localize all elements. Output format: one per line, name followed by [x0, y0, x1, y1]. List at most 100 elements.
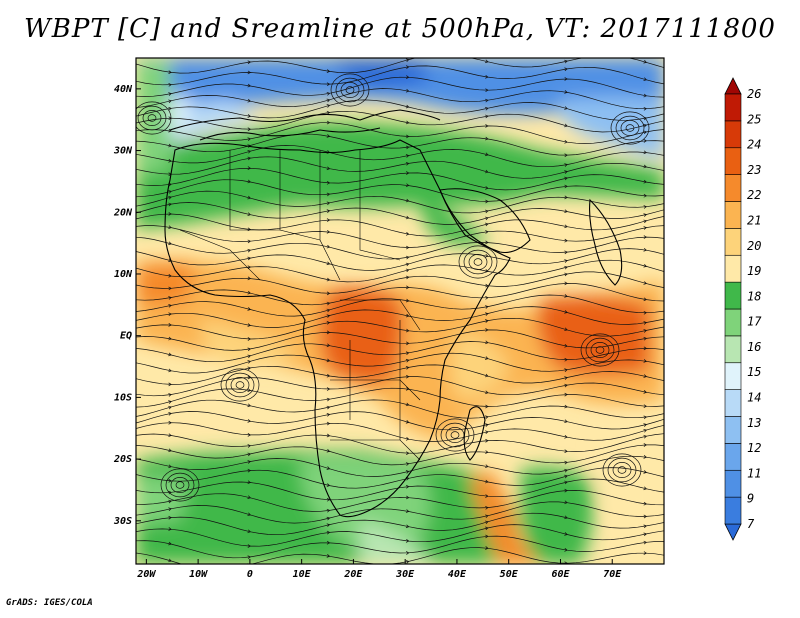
vortex-ring: [330, 73, 370, 107]
vortex-ring: [612, 462, 632, 479]
vortex-ring: [142, 109, 162, 126]
vortex-ring: [340, 81, 360, 98]
streamline: [136, 88, 664, 110]
colorbar-swatch: [724, 201, 742, 229]
streamline: [136, 478, 664, 501]
vortex-ring: [602, 453, 642, 487]
map-frame: [135, 57, 665, 565]
coastlines: [164, 109, 623, 518]
vortex-ring: [165, 472, 195, 498]
colorbar-label: 19: [747, 264, 761, 278]
lat-tick: 20N: [113, 207, 141, 218]
colorbar-swatch: [724, 174, 742, 202]
colorbar-swatch: [724, 120, 742, 149]
colorbar-label: 13: [747, 416, 761, 430]
vortex-ring: [607, 457, 637, 483]
streamline: [136, 225, 664, 248]
streamline: [136, 455, 664, 477]
colorbar-label: 22: [747, 188, 761, 202]
colorbar-label: 7: [747, 517, 755, 531]
streamline: [136, 271, 664, 294]
lon-tick-label: 10W: [189, 569, 208, 580]
africa-coastline: [164, 139, 511, 518]
lon-tick: 10W: [189, 559, 208, 580]
vortex-ring: [585, 337, 615, 363]
colorbar-label: 26: [747, 87, 761, 101]
streamline: [136, 283, 664, 306]
longitude-axis: 20W 10W 0 10E 20E 30E 40E 50E 60E 70E: [136, 559, 622, 580]
lon-tick-label: 50E: [500, 569, 519, 580]
lon-tick-label: 40E: [448, 569, 467, 580]
streamline: [136, 306, 664, 328]
streamline: [136, 99, 664, 121]
lat-tick-label: 30N: [113, 146, 133, 157]
lat-tick: 20S: [113, 454, 141, 465]
vortex-ring: [345, 86, 355, 94]
colorbar-swatch: [724, 443, 742, 471]
vortex-ring: [435, 418, 475, 452]
vortex-ring: [235, 381, 245, 389]
streamline: [136, 294, 664, 317]
streamline: [136, 524, 664, 547]
vortex-ring: [615, 115, 645, 141]
madagascar-coastline: [463, 406, 486, 461]
map-title: WBPT [C] and Sreamline at 500hPa, VT: 20…: [24, 14, 776, 44]
lon-tick-label: 10E: [293, 569, 312, 580]
lon-tick-label: 60E: [551, 569, 570, 580]
colorbar-label: 24: [747, 138, 761, 152]
colorbar-swatch: [724, 228, 742, 256]
vortex-ring: [170, 477, 190, 494]
vortex-ring: [580, 333, 620, 367]
lon-tick: 40E: [448, 559, 467, 580]
lon-tick-label: 70E: [603, 569, 622, 580]
india-coastline: [589, 198, 623, 286]
streamline: [136, 501, 664, 524]
vortex-ring: [450, 431, 460, 439]
colorbar-label: 18: [747, 289, 761, 303]
streamline: [136, 248, 664, 271]
lon-tick: 30E: [395, 559, 415, 580]
colorbar-label: 21: [747, 213, 761, 227]
colorbar-swatch: [724, 281, 742, 310]
colorbar-swatch: [724, 362, 742, 390]
vortex-ring: [463, 249, 493, 275]
streamline: [136, 490, 664, 512]
colorbar-swatch: [724, 93, 742, 122]
vortex-ring: [458, 245, 498, 279]
streamline: [136, 202, 664, 225]
lon-tick: 0: [247, 559, 253, 580]
colorbar-label: 20: [747, 239, 761, 253]
lat-tick-label: 10S: [114, 392, 132, 403]
lat-tick-label: EQ: [120, 331, 132, 342]
lon-tick: 50E: [500, 559, 519, 580]
vortex-ring: [225, 372, 255, 398]
streamline: [136, 122, 664, 144]
vortex-ring: [617, 466, 627, 474]
streamline: [136, 76, 664, 98]
vortex-ring: [468, 254, 488, 271]
colorbar-label: 9: [747, 492, 754, 506]
mediterranean-coast: [199, 127, 381, 141]
streamline: [136, 65, 664, 86]
streamline: [136, 433, 664, 454]
latitude-axis: 40N 30N 20N 10N EQ 10S 20S 30S: [113, 84, 141, 527]
vortex-ring: [625, 124, 635, 132]
streamline: [136, 179, 664, 202]
lat-tick: 10N: [114, 269, 141, 280]
lon-tick: 60E: [551, 559, 570, 580]
credit-label: GrADS: IGES/COLA: [6, 598, 93, 608]
vortex-ring: [590, 342, 610, 359]
colorbar-swatch: [724, 147, 742, 175]
streamline: [136, 58, 664, 74]
lon-tick: 20E: [343, 559, 363, 580]
colorbar-bottom-arrow: [724, 523, 742, 541]
vortex-ring: [440, 422, 470, 448]
lon-tick: 70E: [603, 559, 622, 580]
streamline: [136, 133, 664, 156]
lat-tick-label: 20S: [113, 454, 132, 465]
lat-tick: 30N: [113, 146, 141, 157]
vortex-ring: [160, 468, 200, 502]
lon-tick-label: 30E: [395, 569, 415, 580]
colorbar-label: 16: [747, 340, 761, 354]
